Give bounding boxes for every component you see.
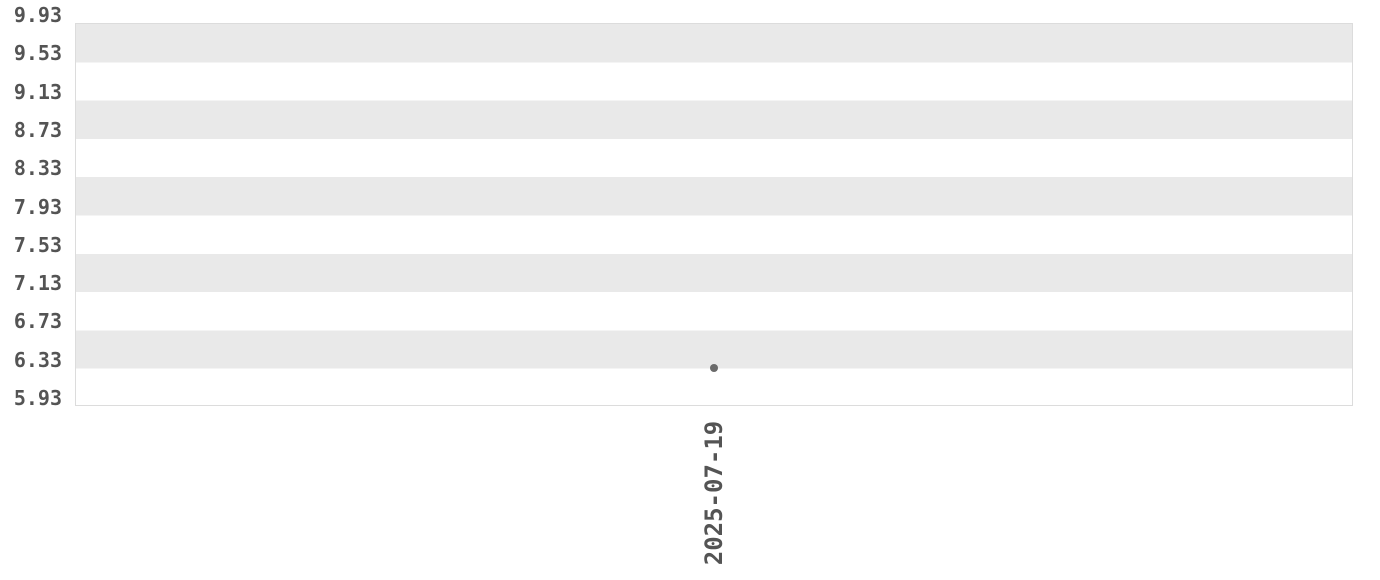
- y-tick-label: 5.93: [13, 386, 62, 410]
- y-tick-label: 7.13: [13, 271, 62, 296]
- data-point[interactable]: [710, 363, 718, 372]
- y-tick-label: 8.73: [13, 117, 62, 142]
- y-tick-label: 6.33: [13, 347, 62, 372]
- x-axis: 2025-07-19: [0, 406, 1380, 580]
- y-tick-label: 9.53: [13, 41, 62, 66]
- y-tick-label: 8.33: [13, 156, 62, 181]
- y-axis: 9.93 9.53 9.13 8.73 8.33 7.93 7.53 7.13 6.73 6.33…: [0, 0, 75, 440]
- plot-area: [75, 23, 1353, 406]
- x-tick-label: 2025-07-19: [700, 420, 728, 566]
- y-tick-label: 9.93: [13, 3, 62, 27]
- y-tick-label: 9.13: [13, 79, 62, 104]
- y-tick-label: 7.93: [13, 194, 62, 219]
- y-tick-label: 7.53: [13, 232, 62, 257]
- y-tick-label: 6.73: [13, 309, 62, 334]
